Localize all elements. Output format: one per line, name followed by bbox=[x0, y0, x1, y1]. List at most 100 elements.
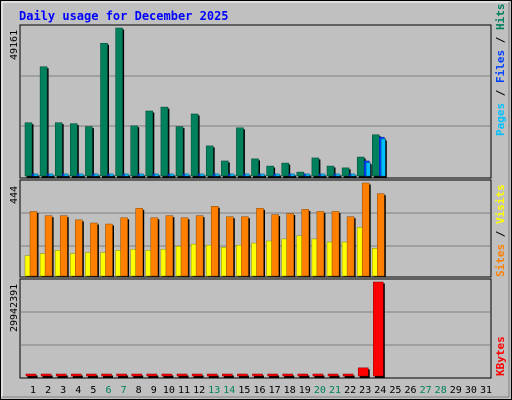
pages-bar-shadow bbox=[50, 175, 55, 178]
pages-bar bbox=[109, 173, 114, 177]
hits-bar bbox=[85, 126, 93, 177]
kbytes-bar bbox=[252, 373, 263, 377]
pages-bar bbox=[260, 173, 265, 177]
kbytes-bar-shadow bbox=[238, 375, 249, 378]
legend-hits: Hits bbox=[494, 4, 507, 31]
legend-group: Sites / Visits bbox=[494, 184, 507, 277]
x-tick-label: 29 bbox=[450, 385, 462, 396]
pages-bar bbox=[48, 173, 54, 177]
kbytes-bar bbox=[267, 373, 278, 377]
kbytes-bar-shadow bbox=[329, 375, 340, 378]
sites-bar bbox=[165, 215, 174, 277]
legend-separator: / bbox=[494, 30, 507, 50]
legend-separator: / bbox=[494, 224, 507, 244]
pages-bar bbox=[305, 173, 311, 177]
pages-bar bbox=[124, 173, 129, 177]
sites-bar bbox=[90, 222, 98, 277]
kbytes-bar bbox=[176, 373, 188, 377]
x-tick-label: 11 bbox=[178, 385, 190, 396]
x-tick-label: 13 bbox=[208, 385, 220, 396]
hits-bar bbox=[175, 126, 184, 177]
kbytes-bar-shadow bbox=[103, 375, 113, 378]
x-tick-label: 23 bbox=[359, 385, 371, 396]
pages-bar-shadow bbox=[126, 175, 131, 178]
x-tick-label: 20 bbox=[314, 385, 326, 396]
kbytes-bar-shadow bbox=[133, 375, 144, 378]
pages-bar bbox=[169, 173, 175, 177]
kbytes-bar-shadow bbox=[284, 375, 295, 378]
pages-bar bbox=[245, 173, 250, 177]
pages-bar bbox=[79, 173, 84, 177]
kbytes-bar bbox=[40, 373, 52, 377]
kbytes-bar bbox=[237, 373, 248, 377]
pages-bar bbox=[365, 162, 371, 177]
sites-bar bbox=[331, 211, 340, 277]
kbytes-bar bbox=[373, 281, 384, 377]
legend-group: KBytes bbox=[494, 336, 507, 376]
kbytes-bar-shadow bbox=[299, 375, 310, 378]
hits-bar bbox=[372, 134, 380, 177]
kbytes-bar-shadow bbox=[72, 375, 83, 378]
legend-separator: / bbox=[494, 83, 507, 103]
sites-bar bbox=[180, 217, 189, 277]
x-tick-label: 19 bbox=[299, 385, 311, 396]
panel-kbytes bbox=[19, 278, 492, 379]
sites-bar bbox=[135, 208, 143, 277]
kbytes-bar bbox=[131, 373, 142, 377]
hits-bar bbox=[205, 145, 214, 177]
hits-bar bbox=[311, 157, 320, 177]
x-tick-label: 31 bbox=[480, 385, 492, 396]
sites-bar bbox=[105, 223, 113, 277]
pages-bar-shadow bbox=[141, 175, 146, 178]
x-tick-label: 30 bbox=[465, 385, 477, 396]
sites-bar bbox=[44, 215, 53, 277]
pages-bar bbox=[381, 138, 386, 177]
pages-bar-shadow bbox=[156, 175, 161, 178]
kbytes-bar bbox=[312, 373, 324, 377]
x-tick-label: 25 bbox=[389, 385, 401, 396]
pages-bar bbox=[63, 173, 69, 177]
hits-bar bbox=[115, 27, 123, 177]
pages-bar bbox=[139, 173, 144, 177]
kbytes-bar bbox=[116, 373, 127, 377]
x-tick-label: 12 bbox=[193, 385, 205, 396]
x-tick-label: 6 bbox=[105, 385, 111, 396]
kbytes-bar bbox=[101, 373, 112, 377]
kbytes-bar bbox=[282, 373, 293, 377]
pages-bar-shadow bbox=[277, 175, 282, 178]
kbytes-bar bbox=[206, 373, 218, 377]
pages-bar-shadow bbox=[231, 175, 236, 178]
sites-bar bbox=[271, 214, 279, 277]
x-tick-label: 15 bbox=[238, 385, 250, 396]
kbytes-bar bbox=[161, 373, 173, 377]
pages-bar-shadow bbox=[262, 175, 266, 178]
pages-bar-shadow bbox=[322, 175, 327, 178]
hits-bar bbox=[221, 160, 229, 177]
chart-title: Daily usage for December 2025 bbox=[19, 9, 229, 23]
kbytes-bar bbox=[357, 367, 369, 377]
legend-files: Files bbox=[494, 50, 507, 83]
sites-bar bbox=[286, 213, 294, 277]
x-tick-label: 14 bbox=[223, 385, 235, 396]
x-tick-label: 21 bbox=[329, 385, 341, 396]
kbytes-bar bbox=[191, 373, 203, 377]
sites-bar bbox=[29, 211, 38, 277]
hits-bar bbox=[39, 66, 48, 177]
panel-hits bbox=[19, 24, 492, 179]
pages-bar bbox=[33, 173, 39, 177]
kbytes-bar bbox=[71, 373, 82, 377]
legend-text: Sites / Visits bbox=[494, 184, 507, 277]
hits-bar bbox=[341, 167, 350, 177]
pages-bar-shadow bbox=[201, 175, 206, 178]
kbytes-bar-shadow bbox=[42, 375, 53, 378]
pages-bar bbox=[214, 173, 220, 177]
chart-legends: Pages / Files / Hits Sites / Visits KBytes bbox=[494, 4, 507, 377]
kbytes-bar bbox=[25, 373, 37, 377]
x-tick-label: 16 bbox=[253, 385, 265, 396]
hits-bar bbox=[160, 106, 169, 177]
pages-bar bbox=[350, 173, 356, 177]
x-tick-label: 3 bbox=[60, 385, 66, 396]
kbytes-bar-shadow bbox=[223, 375, 234, 378]
sites-bar bbox=[226, 216, 234, 277]
pages-bar-shadow bbox=[171, 175, 176, 178]
